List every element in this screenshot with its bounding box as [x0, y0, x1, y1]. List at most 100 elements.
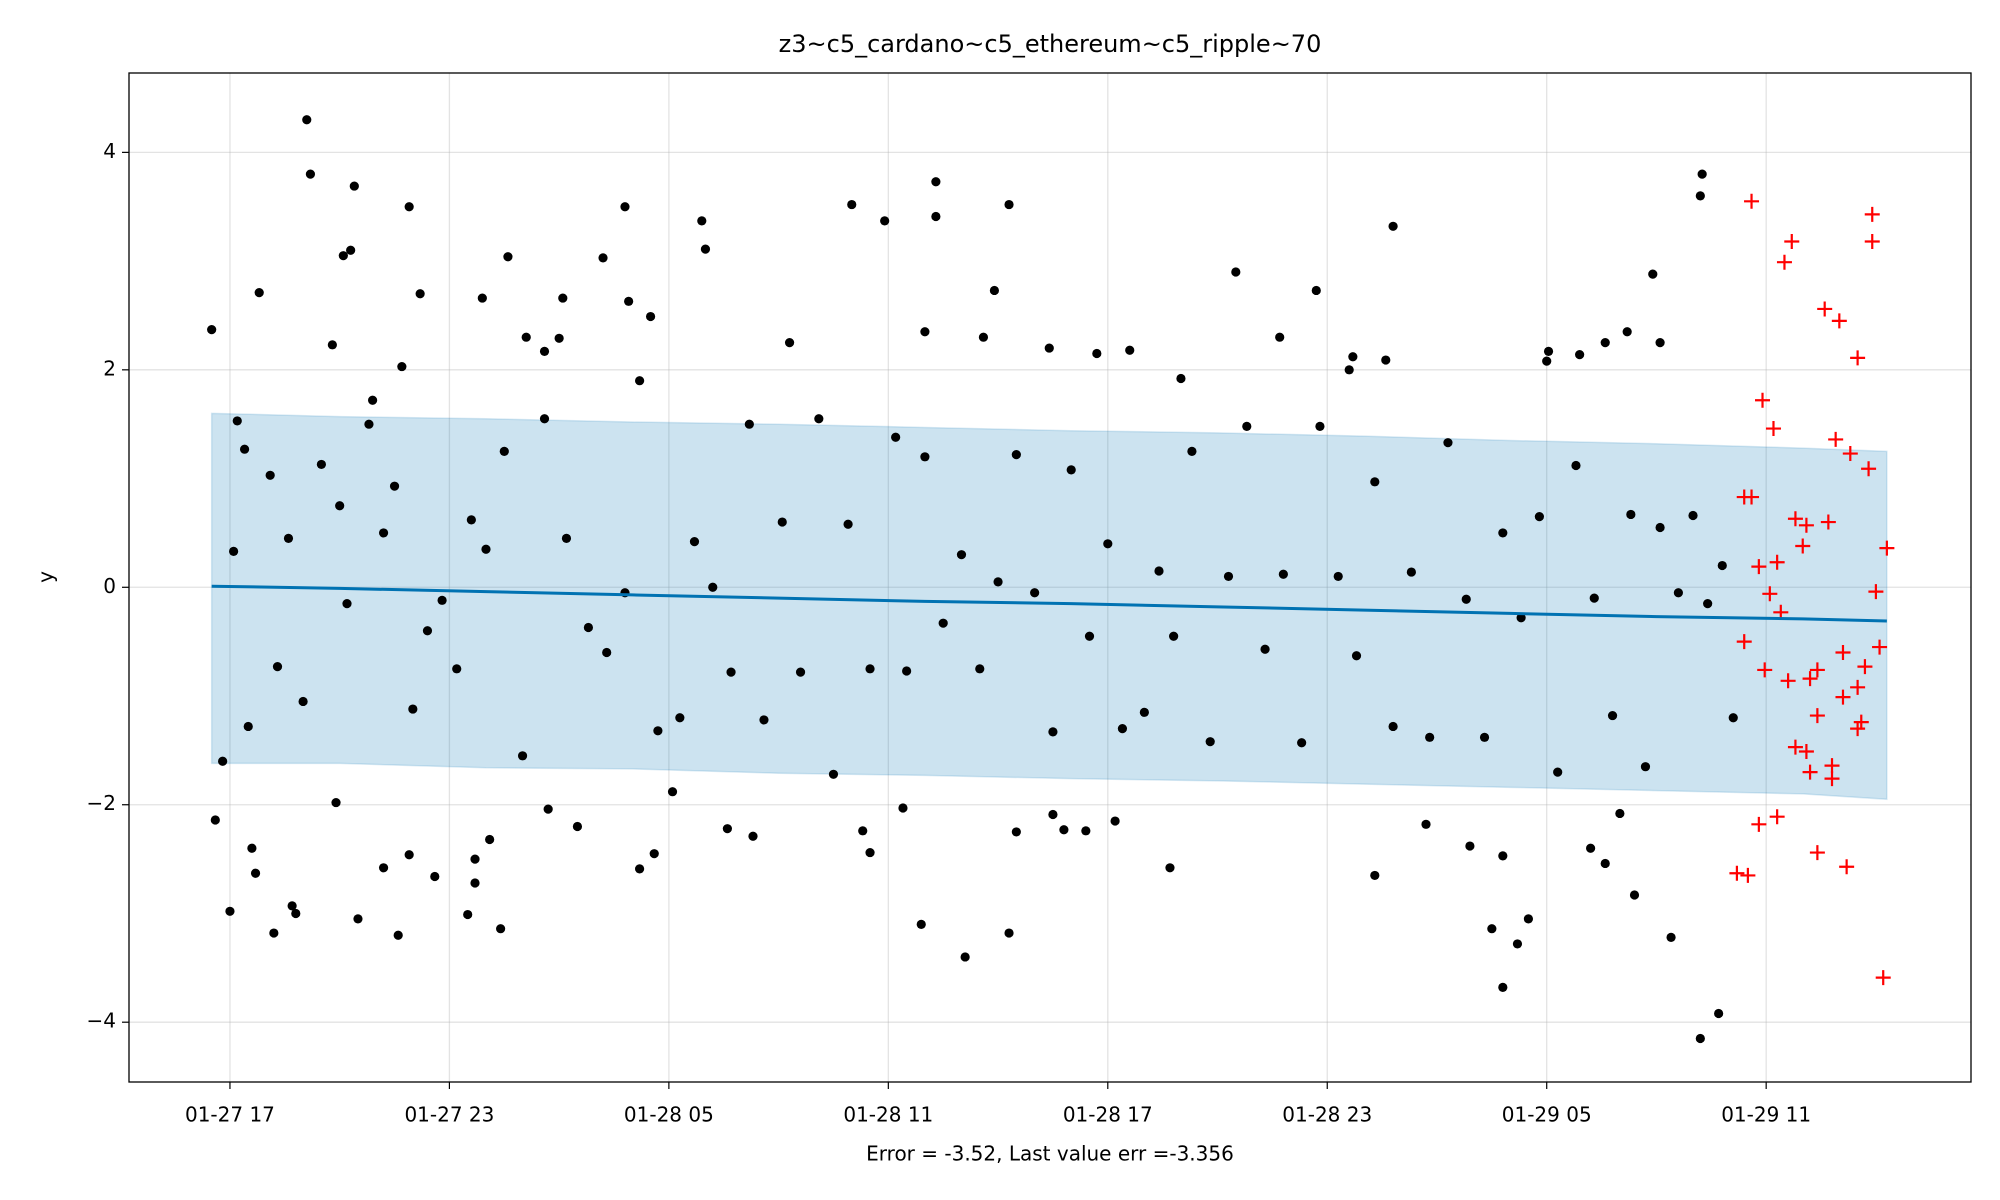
data-point — [517, 751, 528, 761]
data-point — [828, 769, 839, 779]
data-point — [364, 419, 374, 429]
data-point — [675, 713, 685, 723]
data-point — [404, 202, 414, 212]
forecast-band — [210, 412, 1888, 801]
data-point — [254, 288, 264, 298]
data-point — [1333, 571, 1343, 582]
data-point — [1695, 1033, 1705, 1044]
forecast-point — [1740, 867, 1756, 883]
data-point — [239, 444, 250, 454]
data-point — [620, 202, 630, 212]
data-point — [1344, 365, 1354, 375]
data-point — [305, 169, 316, 179]
data-point — [481, 544, 491, 554]
forecast-point — [1780, 673, 1796, 689]
data-point — [989, 285, 1000, 296]
data-point — [287, 901, 297, 911]
data-point — [1311, 285, 1321, 296]
data-point — [1461, 594, 1471, 604]
data-point — [331, 797, 341, 808]
data-point — [1176, 373, 1186, 384]
data-point — [1600, 858, 1610, 869]
x-tick-label: 01-27 17 — [185, 1103, 275, 1127]
data-point — [1117, 724, 1128, 734]
data-point — [327, 340, 337, 350]
data-point — [624, 296, 634, 306]
forecast-point — [1751, 816, 1767, 832]
data-point — [1498, 982, 1508, 993]
forecast-point — [1828, 431, 1844, 447]
data-point — [415, 289, 425, 299]
data-point — [1714, 1008, 1724, 1019]
data-point — [470, 878, 480, 888]
y-tick-label: −4 — [87, 1009, 116, 1033]
data-point — [1187, 446, 1197, 456]
data-point — [993, 577, 1003, 587]
forecast-point — [1853, 714, 1869, 730]
forecast-point — [1864, 234, 1880, 250]
axes-frame — [128, 72, 1972, 1083]
data-point — [843, 519, 853, 529]
data-point — [316, 459, 326, 470]
data-point — [437, 595, 447, 605]
data-point — [1640, 762, 1651, 772]
data-point — [667, 787, 678, 797]
data-point — [1622, 327, 1632, 337]
data-point — [784, 338, 795, 348]
data-point — [960, 952, 970, 962]
data-point — [298, 696, 308, 707]
data-point — [539, 346, 550, 356]
data-point — [1586, 843, 1596, 853]
x-axis-label: Error = -3.52, Last value err =-3.356 — [866, 1142, 1234, 1166]
data-point — [302, 115, 312, 125]
data-point — [1626, 509, 1636, 520]
data-point — [452, 664, 462, 674]
data-point — [1553, 767, 1563, 777]
data-point — [1697, 169, 1707, 179]
data-point — [1103, 539, 1113, 549]
data-point — [978, 332, 989, 342]
y-tick-label: −2 — [87, 791, 116, 815]
data-point — [1381, 355, 1391, 365]
data-point — [265, 470, 275, 480]
data-point — [1081, 826, 1091, 836]
data-point — [496, 924, 506, 934]
data-point — [1260, 644, 1270, 654]
y-tick-label: 0 — [103, 574, 116, 598]
data-point — [1388, 221, 1398, 231]
forecast-point — [1824, 771, 1840, 787]
forecast-point — [1857, 659, 1873, 675]
data-point — [1615, 808, 1625, 819]
forecast-point — [1809, 662, 1825, 678]
data-point — [1275, 332, 1285, 342]
data-point — [338, 251, 348, 261]
forecast-point — [1757, 662, 1773, 678]
forecast-point — [1835, 645, 1851, 661]
x-tick-label: 01-28 17 — [1063, 1103, 1153, 1127]
data-point — [1688, 510, 1698, 521]
forecast-point — [1835, 689, 1851, 705]
grid-layer — [129, 73, 1971, 1082]
chart-title: z3~c5_cardano~c5_ethereum~c5_ripple~70 — [779, 30, 1322, 58]
data-point — [602, 647, 612, 658]
data-point — [858, 826, 868, 836]
data-point — [891, 432, 901, 442]
forecast-point — [1809, 845, 1825, 861]
forecast-point — [1875, 970, 1891, 986]
forecast-point — [1868, 584, 1884, 600]
data-point — [1703, 598, 1713, 609]
forecast-point — [1798, 743, 1814, 759]
data-point — [1600, 338, 1610, 348]
data-point — [1666, 932, 1676, 942]
data-point — [1048, 727, 1058, 737]
data-point — [1004, 928, 1014, 938]
data-point — [1479, 732, 1490, 742]
data-point — [1717, 560, 1727, 571]
data-point — [814, 414, 824, 424]
data-point — [653, 726, 663, 736]
forecast-point — [1755, 392, 1771, 408]
data-point — [1169, 631, 1179, 641]
data-point — [558, 293, 568, 303]
data-point — [430, 871, 440, 882]
data-point — [408, 704, 418, 714]
